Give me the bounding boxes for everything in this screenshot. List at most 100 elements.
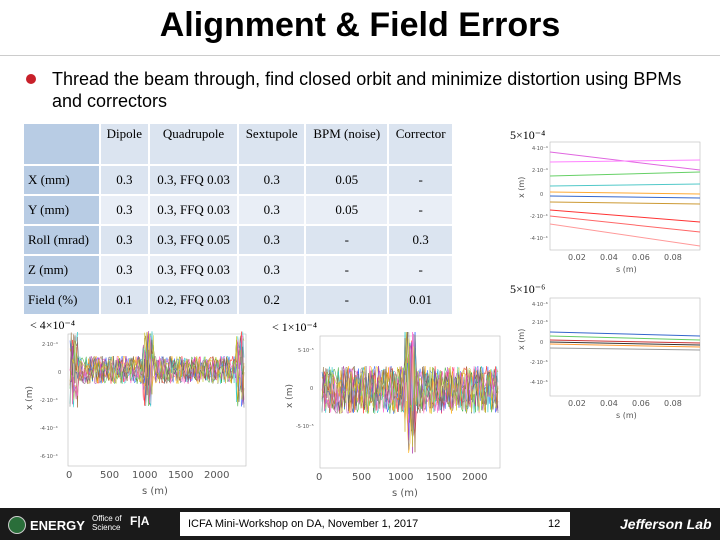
tick-label: 4·10⁻⁶ (532, 302, 548, 308)
table-cell: 0.3, FFQ 0.05 (147, 224, 240, 256)
orbit-trace (69, 335, 245, 408)
table-cell: - (387, 164, 454, 196)
orbit-trace (321, 332, 499, 447)
table-header-cell: Corrector (387, 122, 454, 166)
table-cell: 0.3 (237, 224, 307, 256)
tick-label: 4·10⁻⁴ (532, 146, 548, 152)
tick-label: 0.04 (600, 399, 618, 408)
orbit-trace (69, 332, 245, 400)
y-axis-label: x (m) (25, 386, 35, 410)
y-axis-label: x (m) (285, 384, 295, 408)
bullet-icon (26, 74, 36, 84)
footer-text-band (180, 512, 570, 536)
table-cell: Y (mm) (22, 194, 101, 226)
table-cell: 0.05 (304, 164, 390, 196)
table-cell: 0.3 (98, 164, 150, 196)
x-axis-label: s (m) (392, 488, 418, 499)
table-header-cell: Dipole (98, 122, 150, 166)
table-cell: 0.3 (98, 194, 150, 226)
y-axis-label: x (m) (517, 329, 526, 350)
table-cell: 0.3 (237, 164, 307, 196)
orbit-traces (69, 331, 245, 408)
table-cell: - (387, 254, 454, 286)
footer-text: ICFA Mini-Workshop on DA, November 1, 20… (188, 518, 419, 530)
page-number: 12 (548, 518, 561, 530)
tick-label: 0 (540, 340, 543, 346)
table-cell: Roll (mrad) (22, 224, 101, 256)
doe-seal-icon (8, 516, 26, 534)
table-cell: 0.05 (304, 194, 390, 226)
table-cell: 0.3, FFQ 0.03 (147, 164, 240, 196)
left-plot-label: < 4×10⁻⁴ (30, 318, 76, 332)
table-cell: 0.3 (98, 254, 150, 286)
table-cell: 0.3, FFQ 0.03 (147, 254, 240, 286)
office-of-science: Office of Science (92, 514, 122, 532)
x-axis-label: s (m) (142, 486, 168, 497)
center-plot-label: < 1×10⁻⁴ (272, 320, 318, 334)
x-axis-label: s (m) (616, 411, 637, 420)
doe-logo: ENERGY (8, 514, 85, 536)
tick-label: 2·10⁻⁴ (532, 168, 548, 174)
tick-label: -2·10⁻⁴ (40, 398, 58, 404)
table-cell: 0.3 (237, 194, 307, 226)
table-header-cell: Quadrupole (147, 122, 240, 166)
table-cell: - (304, 284, 390, 316)
tick-label: 1000 (132, 470, 157, 481)
tick-label: -4·10⁻⁶ (530, 380, 548, 386)
center-orbit-plot: 5·10⁻⁵ 0 -5·10⁻⁵ x (m) 0 500 1000 1500 2… (280, 332, 506, 504)
mid-right-orbit-plot: 4·10⁻⁶ 2·10⁻⁶ 0 -2·10⁻⁶ -4·10⁻⁶ x (m) 0.… (510, 296, 710, 426)
title-bar: Alignment & Field Errors (0, 0, 720, 56)
tick-label: 0.02 (568, 253, 586, 262)
fla-logo: F|A (130, 514, 150, 528)
table-cell: 0.2 (237, 284, 307, 316)
table-cell: 0.2, FFQ 0.03 (147, 284, 240, 316)
mid-right-plot-label: 5×10⁻⁶ (510, 282, 546, 296)
table-cell: 0.3 (237, 254, 307, 286)
tick-label: 0.08 (664, 399, 682, 408)
table-row: Roll (mrad) 0.3 0.3, FFQ 0.05 0.3 - 0.3 (22, 224, 454, 256)
tick-label: 0 (58, 370, 61, 376)
table-cell: - (304, 224, 390, 256)
tick-label: -2·10⁻⁴ (530, 214, 548, 220)
table-cell: 0.01 (387, 284, 454, 316)
tick-label: -6·10⁻⁴ (40, 454, 58, 460)
tick-label: 2000 (204, 470, 229, 481)
table-cell: - (387, 194, 454, 226)
table-row: Field (%) 0.1 0.2, FFQ 0.03 0.2 - 0.01 (22, 284, 454, 316)
tick-label: 0.08 (664, 253, 682, 262)
tick-label: -2·10⁻⁶ (530, 360, 548, 366)
tick-label: 0.06 (632, 253, 650, 262)
orbit-traces (321, 332, 499, 454)
table-cell: Field (%) (22, 284, 101, 316)
tick-label: 500 (352, 472, 371, 483)
tick-label: -5·10⁻⁵ (296, 424, 314, 430)
table-row: Y (mm) 0.3 0.3, FFQ 0.03 0.3 0.05 - (22, 194, 454, 226)
left-orbit-plot: 2·10⁻⁴ 0 -2·10⁻⁴ -4·10⁻⁴ -6·10⁻⁴ x (m) 0… (18, 330, 252, 502)
tick-label: 1000 (388, 472, 413, 483)
tick-label: 0 (316, 472, 322, 483)
table-cell: 0.3 (387, 224, 454, 256)
tick-label: 0 (540, 192, 543, 198)
orbit-trace (321, 332, 499, 431)
tick-label: -4·10⁻⁴ (40, 426, 58, 432)
x-axis-label: s (m) (616, 265, 637, 274)
table-header-cell: BPM (noise) (304, 122, 390, 166)
tick-label: 0 (66, 470, 72, 481)
tick-label: 2000 (462, 472, 487, 483)
tick-label: 500 (100, 470, 119, 481)
table-header-row: Dipole Quadrupole Sextupole BPM (noise) … (22, 122, 454, 166)
orbit-trace (321, 332, 499, 439)
tick-label: 2·10⁻⁶ (532, 320, 548, 326)
page-title: Alignment & Field Errors (159, 6, 561, 44)
tick-label: 0.04 (600, 253, 618, 262)
y-axis-label: x (m) (517, 177, 526, 198)
table-cell: Z (mm) (22, 254, 101, 286)
error-table: Dipole Quadrupole Sextupole BPM (noise) … (22, 122, 454, 316)
table-row: X (mm) 0.3 0.3, FFQ 0.03 0.3 0.05 - (22, 164, 454, 196)
tick-label: 2·10⁻⁴ (42, 342, 58, 348)
table-cell: X (mm) (22, 164, 101, 196)
table-header-cell: Sextupole (237, 122, 307, 166)
tick-label: 1500 (168, 470, 193, 481)
table-cell: 0.3, FFQ 0.03 (147, 194, 240, 226)
tick-label: -4·10⁻⁴ (530, 236, 548, 242)
